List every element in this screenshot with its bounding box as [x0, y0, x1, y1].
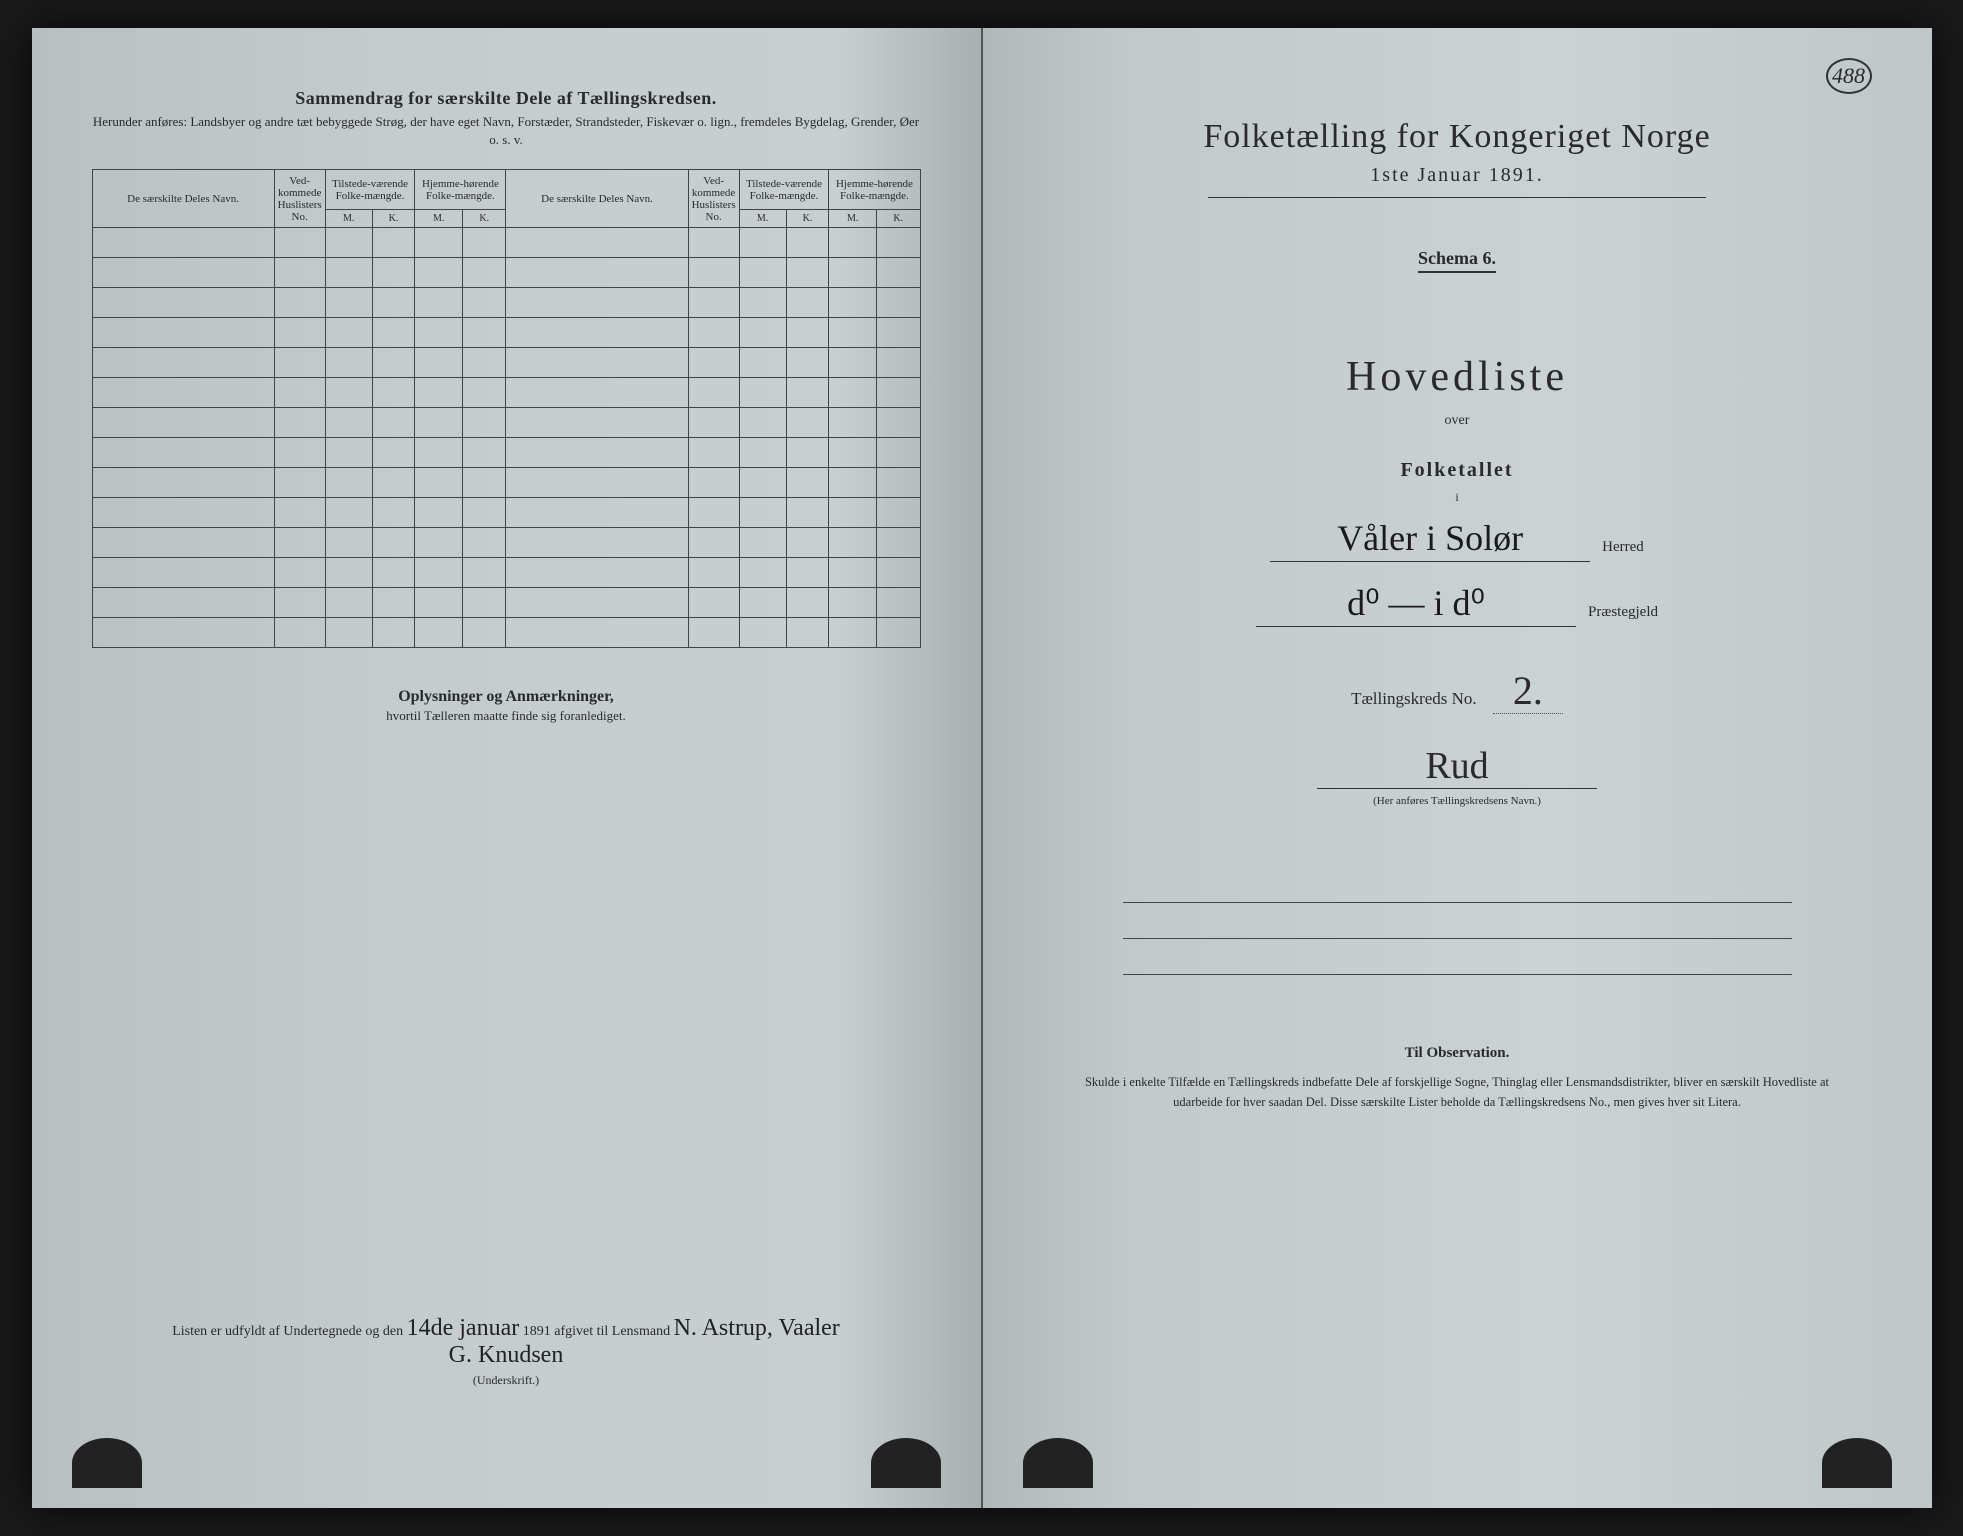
summary-subtitle: Herunder anføres: Landsbyer og andre tæt… [92, 113, 921, 149]
praest-label: Præstegjeld [1588, 604, 1658, 627]
table-row [92, 408, 920, 438]
observation-title: Til Observation. [1043, 1045, 1872, 1062]
right-content: Folketælling for Kongeriget Norge 1ste J… [1043, 78, 1872, 1112]
sig-year: 1891 afgivet til Lensmand [523, 1324, 670, 1339]
praestegjeld-row: d⁰ — i d⁰ Præstegjeld [1043, 582, 1872, 627]
table-row [92, 258, 920, 288]
col-navn2: De særskilte Deles Navn. [506, 170, 688, 228]
kreds-no: 2. [1493, 668, 1563, 714]
sig-prefix: Listen er udfyldt af Undertegnede og den [172, 1324, 403, 1339]
hovedliste-heading: Hovedliste [1043, 353, 1872, 401]
binding-tab-icon [72, 1438, 142, 1488]
col-hjemme: Hjemme-hørende Folke-mængde. [415, 170, 506, 210]
kreds-name: Rud [1317, 744, 1597, 789]
col-m: M. [829, 210, 877, 228]
left-page: Sammendrag for særskilte Dele af Tælling… [32, 28, 983, 1508]
observation-text: Skulde i enkelte Tilfælde en Tællingskre… [1043, 1072, 1872, 1112]
table-row [92, 468, 920, 498]
praest-value: d⁰ — i d⁰ [1256, 582, 1576, 627]
kreds-row: Tællingskreds No. 2. [1043, 667, 1872, 714]
table-row [92, 618, 920, 648]
table-row [92, 558, 920, 588]
binding-tab-icon [1023, 1438, 1093, 1488]
col-hjemme2: Hjemme-hørende Folke-mængde. [829, 170, 920, 210]
summary-title: Sammendrag for særskilte Dele af Tælling… [92, 88, 921, 109]
blank-lines [1043, 867, 1872, 975]
col-k: K. [372, 210, 415, 228]
col-k: K. [877, 210, 920, 228]
i-label: i [1043, 490, 1872, 505]
table-row [92, 438, 920, 468]
book-spread: Sammendrag for særskilte Dele af Tælling… [32, 28, 1932, 1508]
col-m: M. [415, 210, 463, 228]
sig-name2: G. Knudsen [449, 1342, 564, 1368]
table-row [92, 348, 920, 378]
summary-table: De særskilte Deles Navn. Ved-kommede Hus… [92, 169, 921, 648]
page-number: 488 [1826, 58, 1872, 94]
left-header: Sammendrag for særskilte Dele af Tælling… [92, 88, 921, 149]
notes-title: Oplysninger og Anmærkninger, [92, 688, 921, 706]
col-k: K. [786, 210, 829, 228]
sig-name1: N. Astrup, Vaaler [674, 1315, 840, 1341]
table-row [92, 318, 920, 348]
binding-tab-icon [1822, 1438, 1892, 1488]
sig-date: 14de januar [407, 1315, 520, 1341]
kreds-label: Tællingskreds No. [1351, 689, 1477, 708]
observation-block: Til Observation. Skulde i enkelte Tilfæl… [1043, 1045, 1872, 1112]
col-tilst2: Tilstede-værende Folke-mængde. [739, 170, 829, 210]
census-title: Folketælling for Kongeriget Norge [1043, 118, 1872, 156]
col-husl: Ved-kommede Huslisters No. [274, 170, 325, 228]
herred-row: Våler i Solør Herred [1043, 517, 1872, 562]
table-row [92, 588, 920, 618]
table-body [92, 228, 920, 648]
right-page: 488 Folketælling for Kongeriget Norge 1s… [983, 28, 1932, 1508]
kreds-caption: (Her anføres Tællingskredsens Navn.) [1043, 795, 1872, 807]
table-row [92, 528, 920, 558]
col-k: K. [463, 210, 506, 228]
col-husl2: Ved-kommede Huslisters No. [688, 170, 739, 228]
herred-label: Herred [1602, 539, 1644, 562]
signature-block: Listen er udfyldt af Undertegnede og den… [92, 1315, 921, 1388]
sig-caption: (Underskrift.) [92, 1373, 921, 1388]
col-m: M. [739, 210, 786, 228]
table-row [92, 498, 920, 528]
binding-tab-icon [871, 1438, 941, 1488]
table-row [92, 288, 920, 318]
herred-value: Våler i Solør [1270, 517, 1590, 562]
divider [1208, 197, 1705, 198]
table-row [92, 228, 920, 258]
census-date: 1ste Januar 1891. [1043, 164, 1872, 187]
table-row [92, 378, 920, 408]
col-tilst: Tilstede-værende Folke-mængde. [325, 170, 415, 210]
col-navn: De særskilte Deles Navn. [92, 170, 274, 228]
folketallet-label: Folketallet [1043, 459, 1872, 482]
col-m: M. [325, 210, 372, 228]
schema-label: Schema 6. [1418, 248, 1496, 273]
over-label: over [1043, 413, 1872, 429]
notes-subtitle: hvortil Tælleren maatte finde sig foranl… [92, 708, 921, 724]
